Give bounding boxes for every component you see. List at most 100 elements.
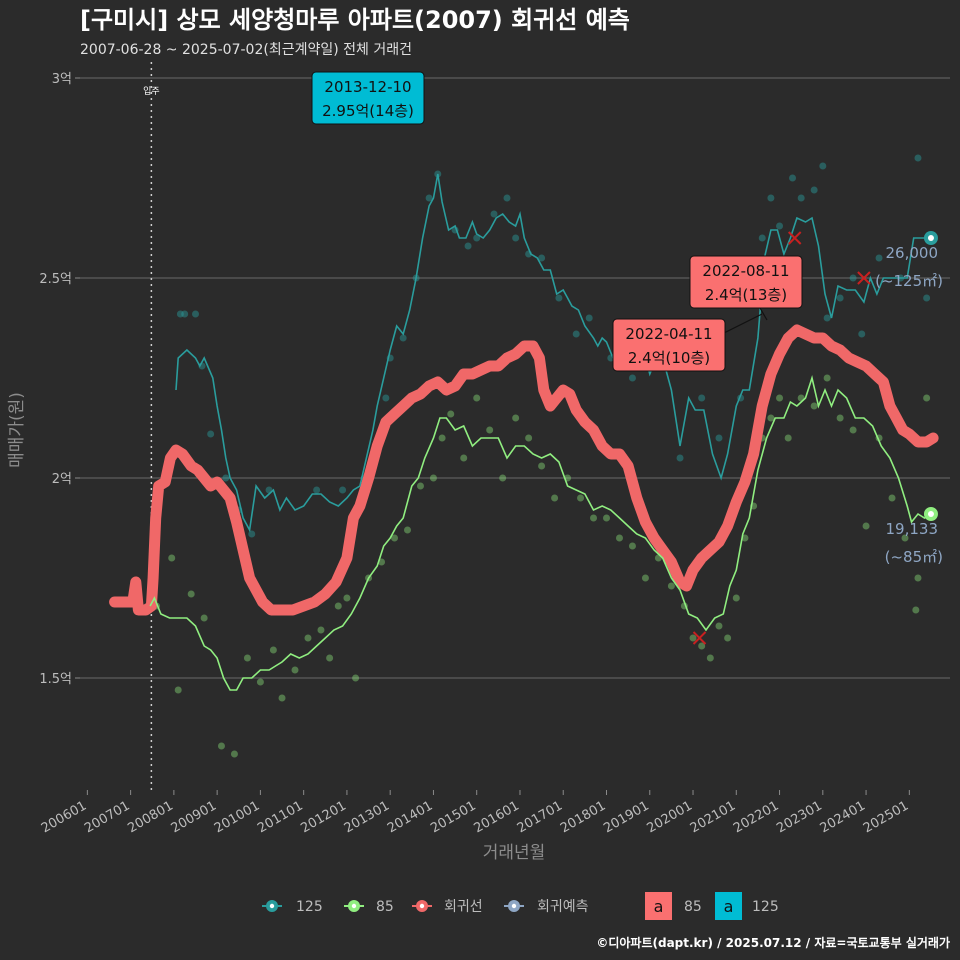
transaction-dot-85 — [174, 686, 182, 694]
y-tick-label: 3억 — [52, 72, 72, 87]
transaction-dot-125 — [399, 334, 407, 342]
x-tick-label: 201801 — [558, 798, 608, 836]
y-axis-title: 매매가(원) — [7, 392, 27, 468]
x-tick-label: 201901 — [601, 798, 651, 836]
transaction-dot-125 — [914, 154, 922, 162]
legend-key-box — [645, 892, 672, 920]
transaction-dot-125 — [248, 530, 256, 538]
annotation-price: 2.4억(10층) — [628, 349, 710, 367]
transaction-dot-85 — [187, 590, 195, 598]
transaction-dot-85 — [538, 462, 546, 470]
transaction-dot-85 — [912, 606, 920, 614]
x-tick-label: 201601 — [471, 798, 521, 836]
legend-key-box — [715, 892, 742, 920]
x-tick-label: 201001 — [212, 798, 262, 836]
transaction-dot-125 — [176, 310, 184, 318]
transaction-dot-85 — [615, 534, 623, 542]
transaction-dot-85 — [429, 474, 437, 482]
transaction-dot-85 — [460, 454, 468, 462]
transaction-dot-85 — [715, 622, 723, 630]
transaction-dot-85 — [784, 434, 792, 442]
x-tick-label: 201301 — [342, 798, 392, 836]
series-line-85 — [149, 375, 932, 691]
transaction-dot-85 — [698, 642, 706, 650]
x-tick-label: 202101 — [688, 798, 738, 836]
transaction-dot-125 — [425, 194, 433, 202]
legend-label: 회귀선 — [444, 899, 483, 915]
x-tick-label: 200801 — [125, 798, 175, 836]
x-tick-label: 201101 — [255, 798, 305, 836]
transaction-dot-125 — [555, 294, 563, 302]
x-tick-label: 201401 — [385, 798, 435, 836]
transaction-dot-85 — [438, 434, 446, 442]
transaction-dot-85 — [473, 394, 481, 402]
transaction-dot-125 — [836, 294, 844, 302]
transaction-dot-125 — [382, 394, 390, 402]
transaction-dot-125 — [628, 374, 636, 382]
transaction-dot-85 — [317, 626, 325, 634]
transaction-dot-85 — [343, 594, 351, 602]
transaction-dot-125 — [490, 210, 498, 218]
regression-marker — [787, 231, 802, 245]
transaction-dot-85 — [334, 602, 342, 610]
legend-key-dot-center — [511, 903, 517, 909]
transaction-dot-85 — [849, 426, 857, 434]
transaction-dot-125 — [810, 186, 818, 194]
transaction-dot-85 — [810, 402, 818, 410]
transaction-dot-85 — [823, 374, 831, 382]
transaction-dot-85 — [923, 394, 931, 402]
regression-marker — [692, 631, 707, 645]
transaction-dot-85 — [243, 654, 251, 662]
transaction-dot-85 — [168, 554, 176, 562]
transaction-dot-125 — [538, 254, 546, 262]
x-tick-label: 201501 — [428, 798, 478, 836]
transaction-dot-125 — [512, 234, 520, 242]
transaction-dot-85 — [732, 594, 740, 602]
chart-title: [구미시] 상모 세양청마루 아파트(2007) 회귀선 예측 — [80, 6, 630, 34]
annotation-leader — [759, 307, 768, 321]
legend-key-glyph: a — [654, 897, 664, 916]
transaction-dot-125 — [473, 234, 481, 242]
transaction-dot-125 — [923, 294, 931, 302]
transaction-dot-125 — [503, 194, 511, 202]
transaction-dot-125 — [464, 242, 472, 250]
x-tick-label: 201701 — [515, 798, 565, 836]
transaction-dot-125 — [339, 486, 347, 494]
transaction-dot-85 — [403, 526, 411, 534]
transaction-dot-125 — [776, 222, 784, 230]
legend-label: 회귀예측 — [537, 899, 589, 915]
forecast-value-label: 19,133 — [886, 520, 939, 538]
x-tick-label: 202501 — [861, 798, 911, 836]
transaction-dot-85 — [667, 582, 675, 590]
transaction-dot-85 — [577, 494, 585, 502]
y-tick-label: 1.5억 — [39, 672, 72, 687]
transaction-dot-85 — [499, 474, 507, 482]
x-tick-label: 202301 — [774, 798, 824, 836]
transaction-dot-125 — [313, 486, 321, 494]
transaction-dot-125 — [207, 430, 215, 438]
transaction-dot-85 — [628, 542, 636, 550]
transaction-dot-125 — [222, 474, 230, 482]
x-tick-label: 201201 — [298, 798, 348, 836]
legend-label: 125 — [752, 899, 779, 915]
transaction-dot-85 — [269, 646, 277, 654]
x-axis-title: 거래년월 — [483, 843, 546, 863]
transaction-dot-85 — [641, 574, 649, 582]
transaction-dot-125 — [715, 434, 723, 442]
transaction-dot-85 — [888, 494, 896, 502]
annotation-box — [689, 255, 803, 309]
transaction-dot-85 — [602, 514, 610, 522]
y-tick-label: 2.5억 — [39, 272, 72, 287]
transaction-dot-85 — [901, 534, 909, 542]
legend: 125 85 회귀선 회귀예측 a 85 a 125 — [262, 892, 779, 920]
x-tick-label: 200701 — [82, 798, 132, 836]
transaction-dot-125 — [849, 274, 857, 282]
transaction-dot-125 — [181, 310, 189, 318]
x-tick-label: 202401 — [818, 798, 868, 836]
x-axis: 2006012007012008012009012010012011012012… — [39, 790, 911, 836]
legend-key-dot-center — [269, 903, 275, 909]
transaction-dot-125 — [192, 310, 200, 318]
transaction-dot-85 — [776, 394, 784, 402]
x-tick-label: 200901 — [169, 798, 219, 836]
